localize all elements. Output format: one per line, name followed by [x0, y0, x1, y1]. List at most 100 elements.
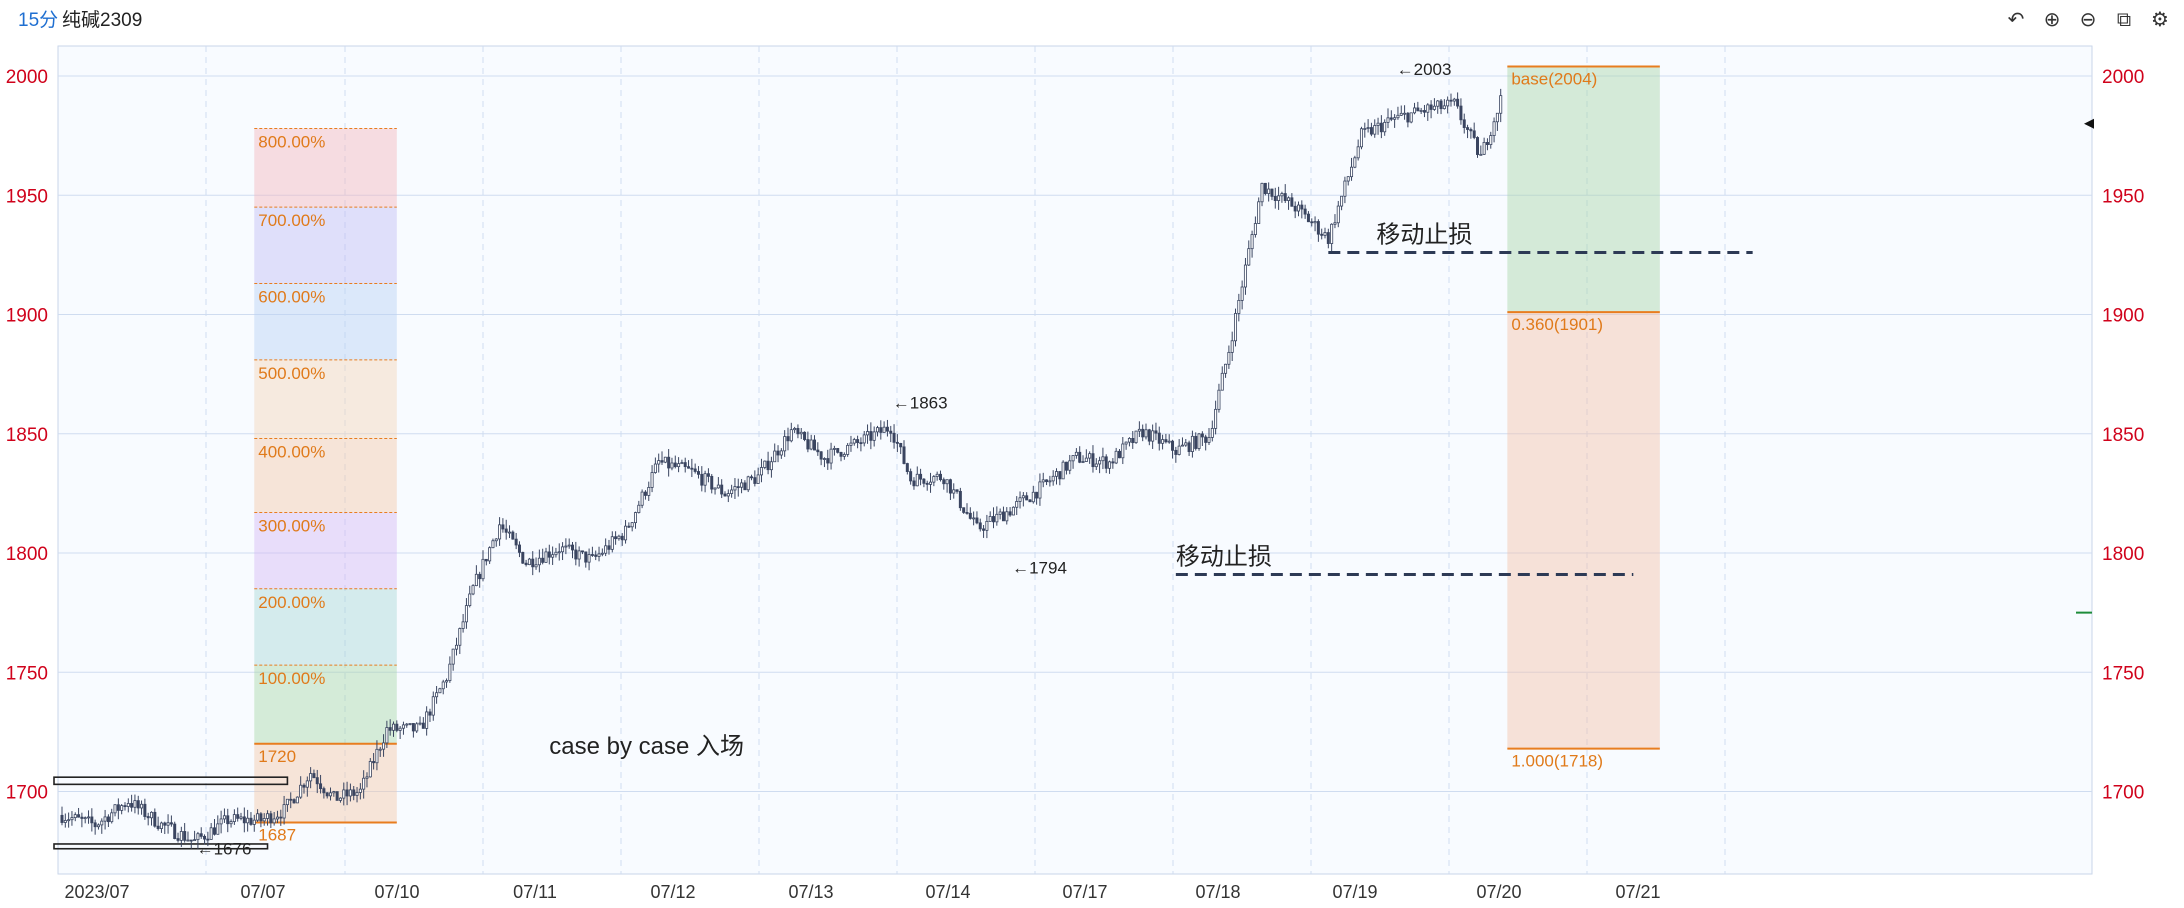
candle-body: [435, 692, 439, 698]
candle-body: [1035, 491, 1039, 499]
candle-body: [740, 482, 744, 488]
y-tick-label-right: 2000: [2102, 67, 2144, 88]
candle-body: [1485, 141, 1489, 146]
candle-body: [571, 544, 575, 551]
candle-body: [305, 780, 309, 788]
candle-body: [919, 473, 923, 480]
candle-body: [1078, 451, 1082, 463]
x-tick-label: 2023/07: [64, 882, 129, 902]
candle-body: [1442, 105, 1446, 110]
candle-body: [96, 824, 100, 828]
candle-body: [683, 462, 687, 468]
candle-body: [1071, 455, 1075, 462]
candle-body: [1134, 430, 1138, 444]
candle-body: [1459, 105, 1463, 121]
candle-body: [706, 473, 710, 477]
candle-body: [431, 696, 435, 716]
zoom-out-icon[interactable]: ⊖: [2074, 5, 2102, 33]
candle-body: [1277, 195, 1281, 201]
candle-body: [1260, 182, 1264, 203]
candle-body: [378, 748, 382, 751]
candle-body: [1174, 449, 1178, 455]
candle-body: [332, 791, 336, 794]
candle-body: [110, 812, 114, 823]
candle-body: [829, 448, 833, 464]
candle-body: [90, 816, 94, 824]
candle-body: [633, 512, 637, 524]
candle-body: [554, 551, 558, 556]
y-tick-label-right: 1950: [2102, 186, 2144, 207]
candle-body: [776, 450, 780, 456]
candle-body: [299, 784, 303, 798]
candle-body: [1413, 107, 1417, 114]
candle-body: [398, 727, 402, 731]
candle-body: [183, 831, 187, 841]
candle-body: [266, 813, 270, 819]
zoom-in-icon[interactable]: ⊕: [2038, 5, 2066, 33]
candle-body: [965, 512, 969, 514]
candle-body: [163, 822, 167, 826]
candle-body: [1280, 193, 1284, 197]
candle-body: [1084, 457, 1088, 462]
candle-body: [150, 811, 154, 819]
candle-body: [80, 816, 84, 819]
candle-body: [282, 804, 286, 819]
chart-toolbar: ↶ ⊕ ⊖ ⧉ ⚙: [2002, 5, 2174, 33]
candle-body: [1310, 221, 1314, 224]
candle-body: [146, 816, 150, 819]
candle-body: [1187, 442, 1191, 452]
candle-body: [385, 727, 389, 744]
candle-body: [421, 722, 425, 729]
candle-body: [498, 524, 502, 540]
candle-body: [670, 462, 674, 469]
candle-body: [687, 466, 691, 469]
candle-body: [1383, 121, 1387, 133]
candle-body: [1091, 453, 1095, 468]
candle-body: [1300, 204, 1304, 210]
candle-body: [77, 814, 81, 818]
candle-body: [617, 535, 621, 540]
period-selector[interactable]: 15分: [18, 10, 59, 31]
fibonacci-tools: 100.00% 200.00% 300.00% 400.00% 500.00% 600.0…: [254, 65, 1660, 845]
price-annotation: ←1676: [197, 840, 252, 859]
x-tick-label: 07/20: [1476, 882, 1521, 902]
candle-body: [769, 461, 773, 471]
candle-body: [1021, 495, 1025, 499]
candle-body: [875, 427, 879, 433]
candle-body: [1154, 430, 1158, 434]
candle-body: [319, 783, 323, 790]
candle-body: [700, 473, 704, 486]
candle-body: [458, 628, 462, 646]
candle-body: [1230, 340, 1234, 353]
candle-body: [338, 797, 342, 801]
candle-body: [1240, 286, 1244, 301]
undo-icon[interactable]: ↶: [2002, 5, 2030, 33]
candle-body: [408, 723, 412, 725]
candle-body: [1031, 491, 1035, 503]
candle-body: [1161, 439, 1165, 444]
candle-body: [448, 663, 452, 681]
window-icon[interactable]: ⧉: [2110, 5, 2138, 33]
candle-body: [1028, 499, 1032, 503]
fib-band: [254, 743, 397, 823]
candle-body: [1064, 461, 1068, 471]
candlestick-chart[interactable]: 100.00% 200.00% 300.00% 400.00% 500.00% 600.0…: [0, 40, 2184, 908]
candle-body: [464, 605, 468, 623]
candle-body: [239, 816, 243, 819]
fib-band: [254, 665, 397, 744]
candle-body: [958, 490, 962, 509]
candle-body: [806, 439, 810, 450]
settings-icon[interactable]: ⚙: [2146, 5, 2174, 33]
candle-body: [113, 804, 117, 814]
candle-body: [1389, 117, 1393, 120]
candle-body: [610, 536, 614, 550]
candle-body: [388, 727, 392, 731]
candle-body: [723, 493, 727, 497]
candle-body: [73, 814, 77, 818]
candle-body: [813, 439, 817, 451]
candle-body: [106, 816, 110, 823]
candle-body: [587, 554, 591, 563]
candle-body: [358, 788, 362, 793]
candle-body: [1393, 117, 1397, 120]
